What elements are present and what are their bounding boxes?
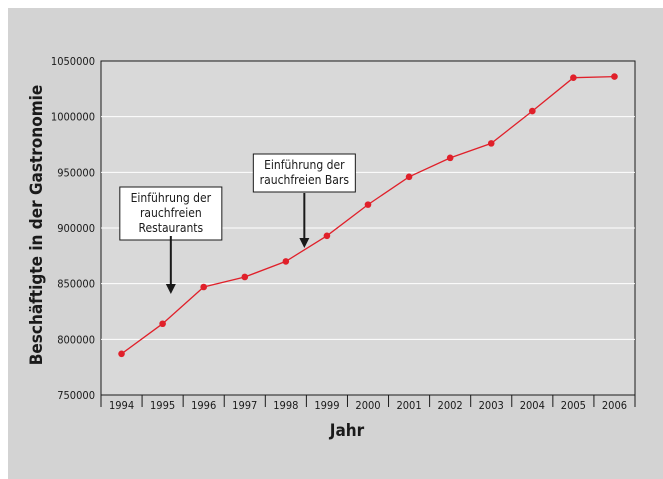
data-point	[570, 74, 577, 81]
x-tick-label: 2005	[561, 399, 586, 412]
annotation-box	[252, 153, 356, 193]
annotation-text: rauchfreien Bars	[260, 173, 350, 187]
y-tick-label: 850000	[57, 278, 95, 291]
gridlines	[101, 116, 635, 340]
data-point	[405, 173, 413, 181]
x-tick-label: 2003	[479, 399, 504, 412]
y-tick-label: 1000000	[51, 111, 95, 124]
x-tick-label: 1996	[191, 399, 216, 412]
data-point	[364, 201, 372, 208]
data-point	[323, 232, 331, 240]
data-point	[529, 107, 536, 115]
data-point	[241, 273, 249, 281]
data-point	[118, 350, 125, 358]
y-tick-label: 750000	[57, 389, 95, 402]
data-point	[159, 320, 166, 328]
y-tick-label: 950000	[57, 166, 95, 179]
annotation-text: Einführung der	[264, 158, 345, 172]
y-axis-ticks: 750000 800000 850000 900000 950000 1000000 105…	[51, 55, 95, 402]
data-point	[200, 283, 207, 291]
x-tick-label: 1995	[150, 399, 175, 412]
data-point	[487, 140, 495, 147]
y-tick-label: 1050000	[51, 55, 95, 68]
y-tick-label: 800000	[57, 333, 95, 346]
annotations: Einführung derrauchfreienRestaurantsEinf…	[119, 153, 356, 294]
annotation-arrow-head	[165, 284, 176, 294]
x-axis-ticks: 1994 1995 1996 1997 1998 1999 2000 2001 2002 2003…	[100, 395, 636, 412]
data-point	[611, 73, 618, 80]
series-points	[118, 73, 618, 358]
x-tick-label: 2006	[602, 399, 627, 412]
y-tick-label: 900000	[57, 222, 95, 235]
y-axis-title: Beschäftigte in der Gastronomie	[27, 85, 47, 366]
data-point	[446, 154, 454, 162]
x-tick-label: 1998	[273, 399, 298, 412]
x-tick-label: 2000	[355, 399, 380, 412]
data-point	[282, 258, 290, 265]
x-tick-label: 1994	[109, 399, 134, 412]
annotation-text: Restaurants	[138, 221, 203, 235]
x-tick-label: 2004	[520, 399, 545, 412]
x-tick-label: 1997	[232, 399, 257, 412]
x-tick-label: 2002	[438, 399, 463, 412]
annotation-text: rauchfreien	[140, 206, 202, 220]
x-tick-label: 1999	[314, 399, 339, 412]
annotation-text: Einführung der	[131, 191, 212, 205]
x-tick-label: 2001	[396, 399, 421, 412]
annotation-arrow-head	[299, 238, 310, 248]
x-axis-title: Jahr	[329, 421, 365, 441]
